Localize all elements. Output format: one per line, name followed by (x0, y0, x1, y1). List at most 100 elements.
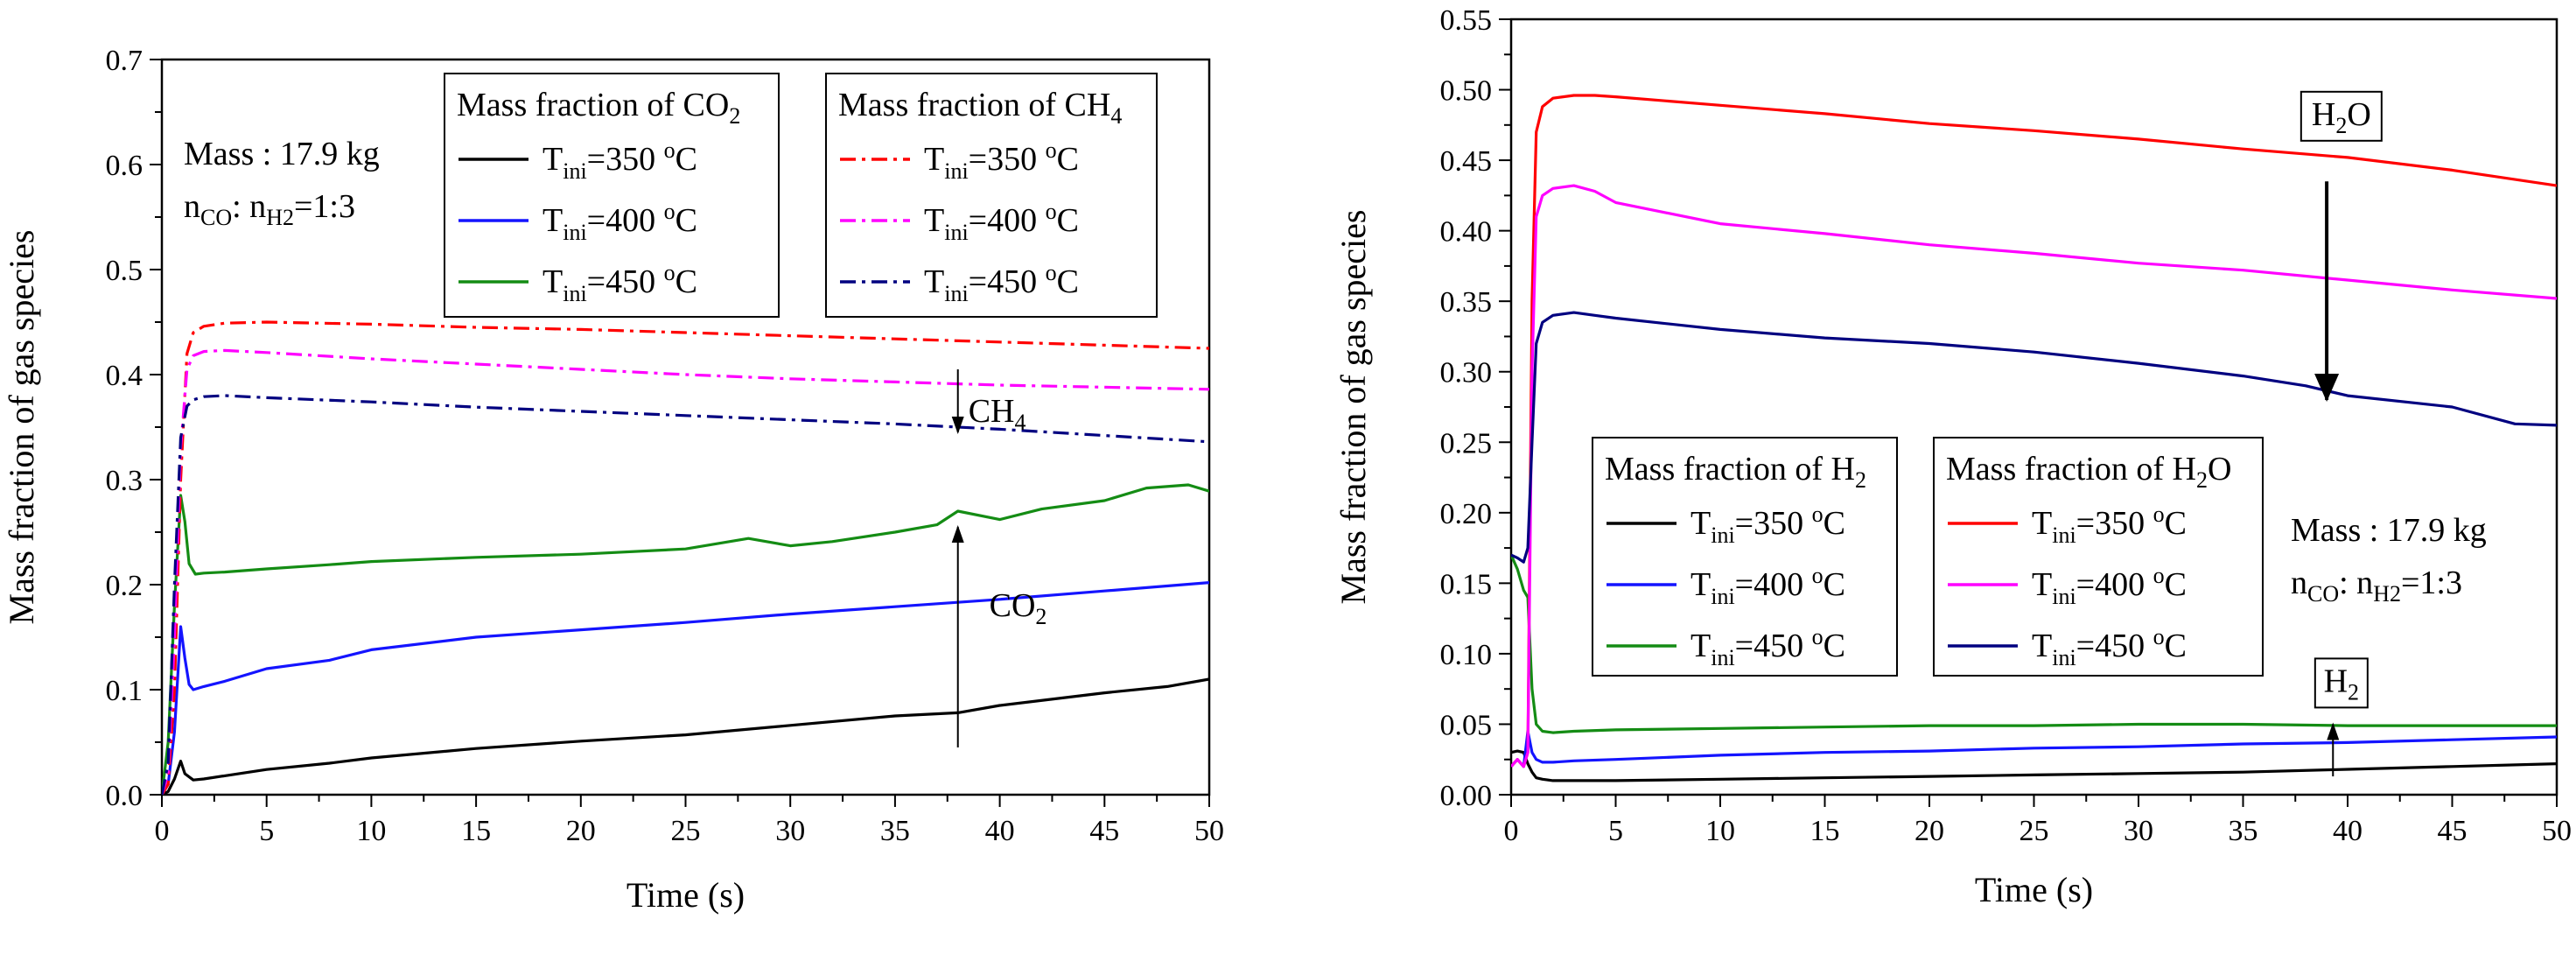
left-chart-panel: 0 5 10 15 20 25 30 35 40 45 50 0.0 0.1 0.2 0.3 0.4 0.5 0.… (2, 45, 1224, 915)
legend-title-text: Mass fraction of CO (457, 87, 729, 123)
x-tick-label: 40 (985, 815, 1015, 847)
legend-title-sub: 4 (1110, 103, 1122, 129)
legend-T: T (1690, 628, 1711, 664)
annotation-box (2300, 90, 2383, 142)
annotation-arrow-head (2327, 722, 2340, 740)
x-axis-title: Time (s) (626, 875, 745, 915)
ratio-n1: n (184, 188, 200, 225)
x-tick-label: 10 (356, 815, 386, 847)
annotation-after: O (2347, 96, 2370, 133)
legend-degree: o (1046, 199, 1057, 224)
annotation-text: CH (969, 393, 1015, 430)
ratio-sub-h2: H2 (266, 205, 294, 230)
legend-sub-ini: ini (944, 281, 968, 306)
legend-entry-label: Tini=350 oC (924, 137, 1079, 184)
legend-T: T (542, 141, 563, 178)
legend-entry-label: Tini=350 oC (542, 137, 697, 184)
annotation-0: H2O (2300, 90, 2383, 402)
series-line-0 (162, 677, 1209, 795)
x-tick-label: 30 (2124, 815, 2153, 847)
legend-unit: C (1057, 141, 1079, 178)
legend-unit: C (1824, 628, 1845, 664)
series-line-4 (1511, 184, 2557, 768)
legend-unit: C (2165, 505, 2187, 542)
x-tick-label: 35 (880, 815, 910, 847)
legend-sub-ini: ini (563, 158, 586, 184)
legend-sub-ini: ini (1711, 523, 1734, 548)
legend-T: T (542, 202, 563, 239)
legend-unit: C (676, 202, 697, 239)
annotation-sub: 4 (1014, 410, 1026, 435)
legend-degree: o (664, 137, 676, 163)
ratio-mid: : n (2339, 565, 2373, 601)
x-tick-label: 5 (259, 815, 274, 847)
x-tick-label: 25 (2020, 815, 2049, 847)
legend-title-sub: 2 (729, 103, 740, 129)
y-tick-label: 0.55 (1440, 4, 1493, 37)
legend-title: Mass fraction of CH4 (838, 87, 1122, 129)
legend-temp: =350 (587, 141, 664, 178)
legend-temp: =400 (587, 202, 664, 239)
legend-T: T (2032, 505, 2052, 542)
legend-sub-ini: ini (944, 158, 968, 184)
annotation-label: CO2 (990, 587, 1047, 629)
legend-temp: =450 (969, 263, 1046, 300)
legend-sub-ini: ini (2052, 523, 2076, 548)
legend-T: T (542, 263, 563, 300)
y-tick-label: 0.0 (106, 780, 144, 812)
legend-unit: C (676, 141, 697, 178)
x-tick-label: 15 (461, 815, 491, 847)
legend-T: T (924, 263, 944, 300)
legend-sub-ini: ini (2052, 584, 2076, 609)
y-tick-label: 0.00 (1440, 780, 1493, 812)
ratio-suffix: =1:3 (294, 188, 355, 225)
y-axis-title: Mass fraction of gas species (1334, 210, 1373, 605)
annotation-sub: 2 (1035, 604, 1046, 629)
y-tick-label: 0.5 (106, 255, 144, 287)
mass-label: Mass : 17.9 kg (184, 136, 380, 172)
ratio-n1: n (2291, 565, 2307, 601)
annotation-text: H (2312, 96, 2335, 133)
legend-title-sub: 2 (2196, 467, 2208, 493)
y-tick-label: 0.45 (1440, 145, 1493, 178)
y-tick-label: 0.20 (1440, 498, 1493, 530)
legend-degree: o (1812, 624, 1824, 649)
ratio-sub-co: CO (200, 205, 232, 230)
series-line-0 (1511, 749, 2557, 782)
annotation-label: CH4 (969, 393, 1026, 435)
y-tick-label: 0.25 (1440, 427, 1493, 459)
series-line-4 (162, 348, 1209, 795)
legend-entry-label: Tini=350 oC (2032, 502, 2187, 548)
ratio-sub-co: CO (2307, 581, 2339, 607)
legend-frame (825, 73, 1158, 318)
legend-degree: o (2153, 502, 2165, 527)
y-tick-label: 0.2 (106, 570, 144, 602)
legend-title: Mass fraction of H2O (1946, 451, 2231, 493)
annotation-text: CO (990, 587, 1036, 624)
legend-temp: =400 (969, 202, 1046, 239)
y-tick-label: 0.1 (106, 675, 144, 707)
series-group (162, 320, 1209, 795)
legend-temp: =350 (969, 141, 1046, 178)
legend-entry-label: Tini=450 oC (542, 260, 697, 306)
molar-ratio-label: nCO: nH2=1:3 (184, 188, 355, 230)
x-tick-label: 10 (1705, 815, 1735, 847)
x-tick-label: 35 (2229, 815, 2258, 847)
series-line-3 (162, 320, 1209, 795)
legend-entry-label: Tini=450 oC (924, 260, 1079, 306)
legend-degree: o (2153, 563, 2165, 588)
ratio-sub-h2: H2 (2373, 581, 2401, 607)
legend-unit: C (1824, 566, 1845, 603)
x-tick-label: 25 (671, 815, 701, 847)
legend-sub-ini: ini (563, 220, 586, 245)
molar-ratio-label: nCO: nH2=1:3 (2291, 565, 2462, 607)
legend-temp: =450 (1735, 628, 1812, 664)
x-tick-label: 20 (1914, 815, 1944, 847)
legend-frame (1933, 437, 2264, 677)
legend-entry-label: Tini=450 oC (1690, 624, 1845, 670)
legend-unit: C (1824, 505, 1845, 542)
legend-degree: o (1812, 563, 1824, 588)
legend-entry-label: Tini=400 oC (924, 199, 1079, 245)
